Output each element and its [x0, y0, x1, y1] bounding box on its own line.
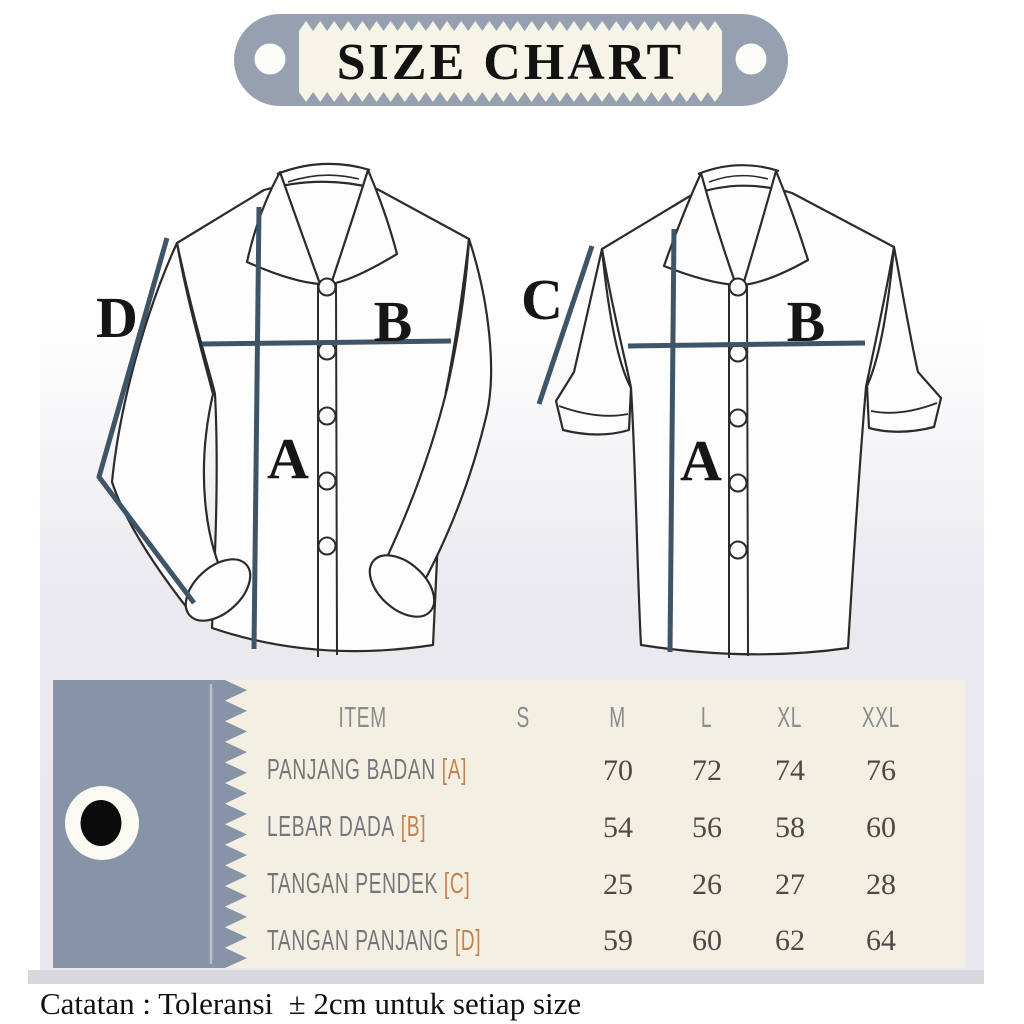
measure-label-d: D [96, 285, 138, 350]
column-header-m: M [609, 701, 627, 734]
cell-value: 28 [866, 867, 896, 901]
shirt-collar-right [741, 169, 810, 287]
row-ref: [B] [400, 811, 427, 843]
table-tag-eyelet-dot [80, 800, 122, 846]
row-label: TANGAN PENDEK [267, 868, 438, 900]
cell-value: 56 [692, 810, 722, 844]
cell-value: 62 [775, 924, 805, 957]
cell-value: 54 [603, 810, 633, 844]
cell-value: 25 [603, 867, 633, 901]
background-bottom-strip [28, 970, 984, 984]
cell-value: 72 [692, 753, 722, 787]
table-row: TANGAN PANJANG [D] 59 60 62 64 [250, 913, 931, 969]
shirt-buttons [728, 277, 748, 560]
table-tag-graphic [53, 680, 965, 968]
measure-label-a-long: A [267, 426, 309, 491]
tolerance-note: Catatan : Toleransi ± 2cm untuk setiap s… [40, 986, 582, 1021]
shirt-left-sleeve-seam [558, 405, 629, 417]
title-tag-hole-left [254, 43, 286, 75]
cell-value: 64 [866, 924, 896, 957]
cell-value: 76 [866, 753, 896, 787]
cell-value: 59 [603, 924, 633, 957]
shirt-buttons [317, 277, 337, 556]
row-ref: [C] [443, 868, 471, 900]
row-ref: [D] [454, 924, 482, 957]
table-tag-zigzag-gray [53, 680, 247, 968]
column-header-xxl: XXL [861, 701, 901, 734]
row-ref: [A] [441, 754, 468, 786]
row-label: PANJANG BADAN [267, 754, 436, 786]
table-tag-cream [214, 680, 965, 968]
title-tag-hole-right [735, 43, 767, 75]
measure-line-a-long [251, 206, 262, 650]
table-row: LEBAR DADA [B] 54 56 58 60 [250, 799, 931, 856]
measure-line-a-short [667, 228, 677, 653]
measure-label-a-short: A [680, 428, 722, 493]
shirt-collar-inner [287, 174, 360, 183]
measure-line-b-short [627, 340, 866, 349]
measure-line-d-long [96, 237, 196, 605]
shirt-placket [317, 283, 338, 657]
measure-line-b-long [201, 338, 452, 347]
measure-label-b-long: B [373, 289, 413, 354]
shirt-collar-band [276, 162, 371, 176]
table-header-row: ITEM S M L XL XXL [250, 694, 931, 742]
table-row: PANJANG BADAN [A] 70 72 74 76 [250, 742, 931, 799]
cell-value: 70 [603, 753, 633, 787]
cell-value: 74 [775, 753, 805, 787]
shirt-collar-band [697, 164, 780, 176]
row-label: LEBAR DADA [267, 811, 395, 843]
shirt-collar-right [329, 168, 399, 286]
shirt-left-cuff [184, 558, 252, 622]
long-sleeve-shirt-drawing [110, 162, 493, 657]
row-label: TANGAN PANJANG [267, 924, 449, 957]
cell-value: 26 [692, 867, 722, 901]
shirt-right-cuff [368, 554, 436, 618]
cell-value: 27 [775, 867, 805, 901]
title-tag-graphic [234, 14, 788, 106]
cell-value: 60 [692, 924, 722, 957]
column-header-xl: XL [777, 701, 803, 734]
shirt-collar-left [662, 171, 738, 287]
shirt-right-sleeve-seam [870, 402, 938, 414]
cell-value: 58 [775, 810, 805, 844]
measurement-lines [96, 206, 866, 653]
page-title: SIZE CHART [336, 34, 685, 91]
column-header-s: S [516, 701, 530, 734]
shirt-collar-inner [708, 174, 769, 183]
shirt-right-sleeve [865, 245, 943, 433]
measure-line-c-short [536, 245, 595, 405]
cell-value: 60 [866, 810, 896, 844]
table-row: TANGAN PENDEK [C] 25 26 27 28 [250, 856, 931, 913]
column-header-item: ITEM [338, 701, 387, 734]
measure-label-b-short: B [786, 289, 826, 354]
measure-label-c: C [521, 267, 563, 332]
title-tag-zigzag-label [299, 21, 722, 102]
short-sleeve-shirt-drawing [554, 164, 943, 658]
shirt-left-sleeve [554, 247, 633, 436]
column-header-l: L [701, 701, 713, 734]
